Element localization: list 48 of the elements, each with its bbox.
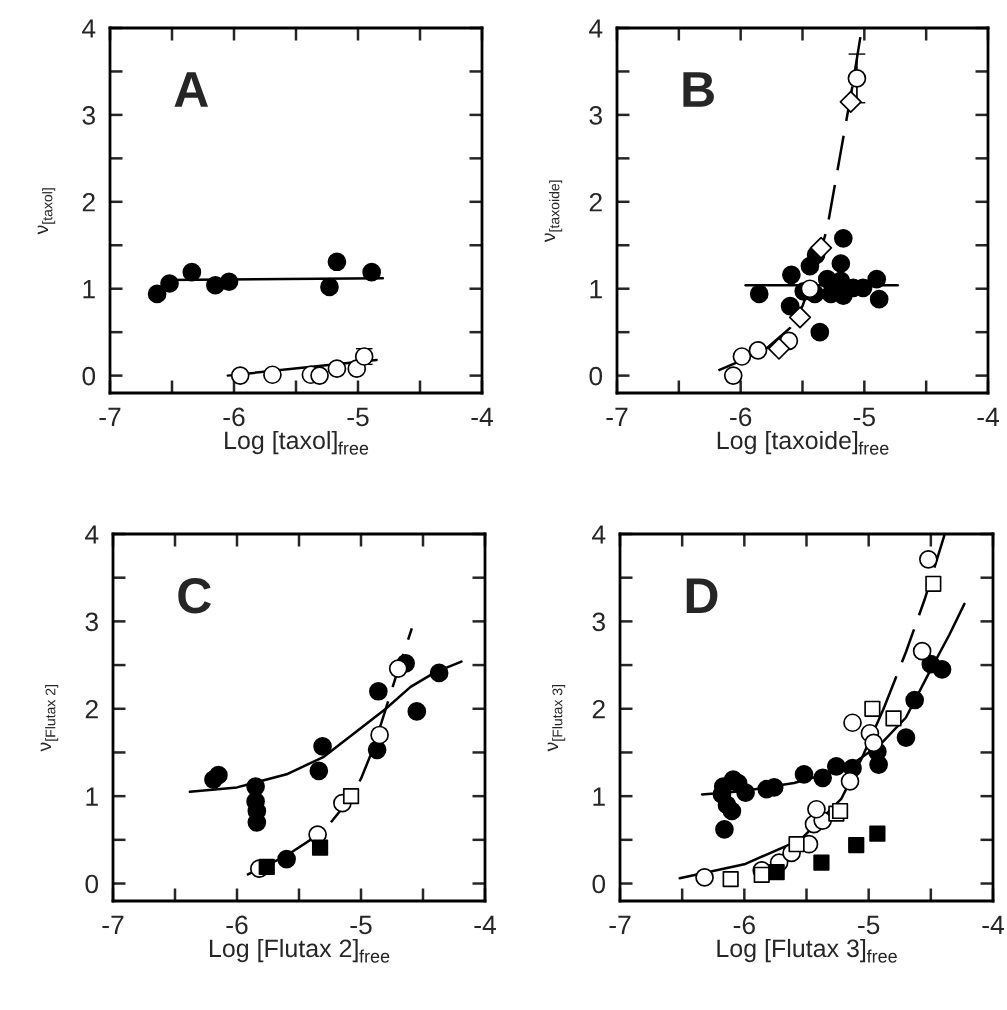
y-tick-label: 2 (82, 192, 95, 212)
y-tick-label: 1 (86, 787, 98, 806)
y-tick-label: 4 (85, 525, 99, 544)
y-tick-label: 2 (589, 192, 602, 212)
y-tick-label: 0 (589, 366, 603, 386)
y-tick-label: 1 (593, 787, 605, 806)
y-tick-label: 1 (590, 280, 602, 299)
x-tick-label: -7 (609, 915, 631, 935)
x-tick-label: -7 (606, 407, 628, 427)
y-tick-label: 2 (85, 699, 98, 719)
y-tick-label: 3 (592, 612, 605, 632)
y-tick-label: 4 (592, 525, 606, 544)
x-tick-label: -5 (350, 915, 372, 935)
y-axis-title: ν[Flutax 2] (40, 685, 59, 752)
x-tick-label: -6 (226, 915, 248, 935)
y-axis-title: ν[taxol] (37, 188, 56, 235)
x-tick-label: -6 (733, 915, 755, 935)
y-tick-label: 3 (589, 106, 602, 125)
y-tick-label: 4 (82, 19, 96, 38)
x-tick-label: -6 (730, 407, 752, 427)
y-axis-title: ν[taxoide] (544, 180, 563, 243)
y-tick-label: 0 (592, 874, 606, 894)
annotation: B (683, 72, 714, 107)
y-axis-title: ν[Flutax 3] (547, 685, 566, 752)
x-axis-title: Log [Flutax 2]free (209, 938, 390, 963)
y-tick-label: 3 (85, 612, 98, 632)
x-tick-label: -4 (474, 915, 496, 935)
x-tick-label: -6 (223, 407, 245, 427)
x-axis-title: Log [taxoide]free (717, 430, 889, 455)
y-tick-label: 0 (85, 874, 99, 894)
x-axis-title: Log [Flutax 3]free (717, 938, 897, 963)
y-tick-label: 2 (592, 699, 605, 719)
x-tick-label: -7 (99, 407, 121, 427)
x-tick-label: -4 (977, 407, 999, 427)
x-tick-label: -5 (858, 915, 880, 935)
y-tick-label: 4 (589, 19, 603, 38)
y-tick-label: 1 (83, 280, 95, 299)
annotation: C (178, 578, 211, 614)
x-tick-label: -4 (471, 407, 493, 427)
x-tick-label: -5 (347, 407, 369, 427)
x-tick-label: -7 (102, 915, 124, 935)
x-tick-label: -4 (982, 915, 1004, 935)
y-tick-label: 3 (82, 106, 95, 125)
x-tick-label: -5 (853, 407, 875, 427)
y-tick-label: 0 (82, 366, 96, 386)
annotation: D (686, 578, 718, 613)
annotation: A (174, 72, 209, 107)
x-axis-title: Log [taxol]free (225, 430, 369, 455)
